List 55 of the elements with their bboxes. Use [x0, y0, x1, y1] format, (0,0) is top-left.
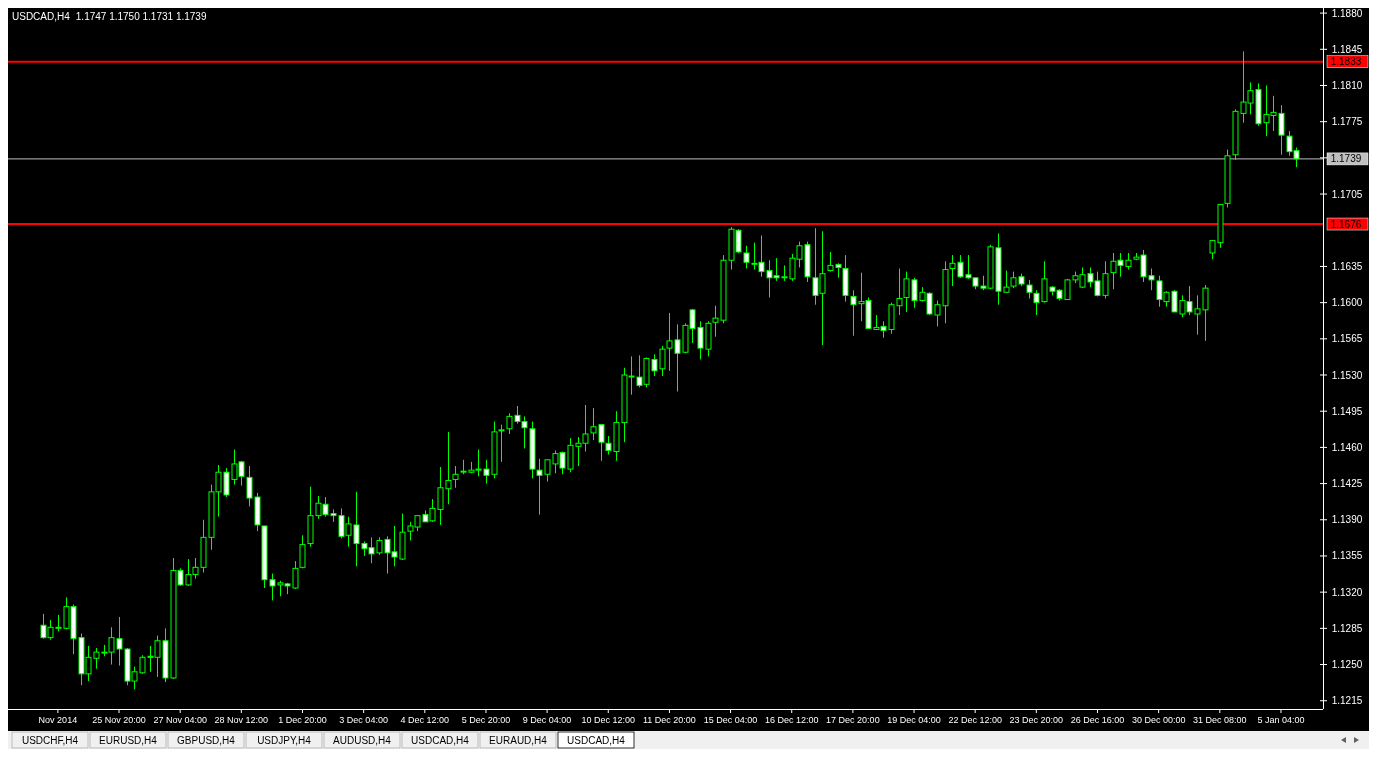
ref-line-label: 1.1676: [1330, 218, 1362, 230]
x-tick-label: 11 Dec 20:00: [642, 715, 696, 725]
y-tick-label: 1.1600: [1331, 297, 1363, 309]
x-tick-label: 17 Dec 20:00: [826, 715, 880, 725]
x-tick-label: 23 Dec 20:00: [1009, 715, 1064, 725]
y-tick-label: 1.1215: [1331, 695, 1363, 707]
candlestick: [452, 465, 459, 489]
y-tick-label: 1.1250: [1331, 659, 1363, 671]
x-tick-label: 3 Dec 04:00: [339, 715, 388, 725]
y-tick-label: 1.1635: [1331, 260, 1363, 272]
ref-line-label: 1.1739: [1330, 153, 1362, 165]
text: GBPUSD,H4: [177, 735, 236, 746]
candlestick: [299, 534, 306, 569]
text: EURUSD,H4: [99, 735, 158, 746]
y-tick-label: 1.1810: [1331, 79, 1363, 91]
y-tick-label: 1.1495: [1331, 405, 1363, 417]
x-tick-label: 16 Dec 12:00: [764, 715, 819, 725]
x-tick-label: 5 Dec 20:00: [461, 715, 511, 725]
y-tick-label: 1.1320: [1331, 586, 1363, 598]
y-tick-label: 1.1845: [1331, 43, 1363, 55]
text: EURAUD,H4: [489, 735, 548, 746]
x-tick-label: 1 Dec 20:00: [278, 715, 327, 725]
candlestick: [498, 424, 505, 463]
x-tick-label: 19 Dec 04:00: [887, 715, 941, 725]
x-tick-label: 22 Dec 12:00: [948, 715, 1002, 725]
y-tick-label: 1.1425: [1331, 478, 1363, 490]
y-tick-label: 1.1530: [1331, 369, 1363, 381]
x-tick-label: 26 Dec 16:00: [1070, 715, 1125, 725]
chart-title: USDCAD,H4: [12, 11, 71, 22]
y-tick-label: 1.1565: [1331, 333, 1363, 345]
x-tick-label: 31 Dec 08:00: [1193, 715, 1247, 725]
text: USDCHF,H4: [21, 735, 79, 746]
x-tick-label: Nov 2014: [38, 715, 78, 725]
y-tick-label: 1.1705: [1331, 188, 1363, 200]
x-tick-label: 28 Nov 12:00: [214, 715, 269, 725]
text: USDJPY,H4: [257, 735, 312, 746]
x-tick-label: 27 Nov 04:00: [153, 715, 207, 725]
x-tick-label: 15 Dec 04:00: [703, 715, 758, 725]
x-tick-label: 9 Dec 04:00: [522, 715, 572, 725]
chart-subtitle: 1.1747 1.1750 1.1731 1.1739: [75, 11, 207, 22]
y-tick-label: 1.1775: [1331, 116, 1363, 128]
x-tick-label: 4 Dec 12:00: [400, 715, 450, 725]
text: USDCAD,H4: [567, 735, 626, 746]
y-tick-label: 1.1355: [1331, 550, 1363, 562]
y-tick-label: 1.1460: [1331, 441, 1363, 453]
y-tick-label: 1.1390: [1331, 514, 1363, 526]
text: AUDUSD,H4: [333, 735, 392, 746]
y-tick-label: 1.1285: [1331, 622, 1363, 634]
x-tick-label: 10 Dec 12:00: [581, 715, 636, 725]
ref-line-label: 1.1833: [1330, 56, 1362, 68]
x-tick-label: 5 Jan 04:00: [1257, 715, 1305, 725]
y-tick-label: 1.1880: [1331, 7, 1363, 19]
text: USDCAD,H4: [411, 735, 470, 746]
x-tick-label: 30 Dec 00:00: [1131, 715, 1186, 725]
x-tick-label: 25 Nov 20:00: [92, 715, 146, 725]
